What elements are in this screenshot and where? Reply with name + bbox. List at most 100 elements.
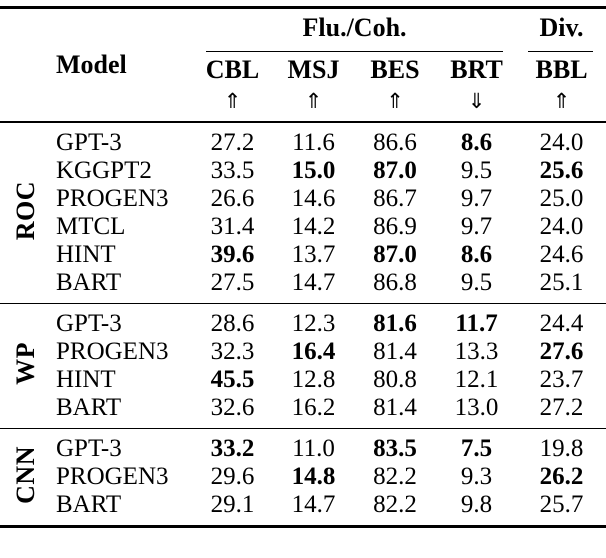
div-underline xyxy=(528,51,594,52)
table-row: PROGEN3 32.3 16.4 81.4 13.3 27.6 xyxy=(0,338,606,366)
arrow-cell-brt: ⇓ xyxy=(436,86,517,122)
header-row-groups: Model Flu./Coh. Div. xyxy=(0,8,606,79)
table-row: PROGEN3 26.6 14.6 86.7 9.7 25.0 xyxy=(0,185,606,213)
down-arrow-icon: ⇓ xyxy=(467,89,486,113)
metric-cell-msj: 13.7 xyxy=(291,241,336,268)
metric-cell-brt: 9.5 xyxy=(460,157,493,184)
metric-cell-msj: 15.0 xyxy=(291,157,336,184)
model-cell: BART xyxy=(56,394,122,421)
metric-cell-bes: 87.0 xyxy=(373,157,417,184)
metric-cell-bbl: 23.7 xyxy=(539,366,584,393)
metric-cell-bbl: 24.6 xyxy=(539,241,584,268)
model-cell: HINT xyxy=(56,366,116,393)
metric-cell-brt: 11.7 xyxy=(455,310,498,337)
metric-cell-bbl: 27.2 xyxy=(539,394,584,421)
metric-cell-brt: 7.5 xyxy=(460,435,493,462)
metric-cell-bes: 83.5 xyxy=(373,435,417,462)
table-row: BART 32.6 16.2 81.4 13.0 27.2 xyxy=(0,394,606,429)
metric-cell-bes: 81.4 xyxy=(373,338,417,365)
col-header-model: Model xyxy=(56,50,127,79)
metric-cell-bes: 82.2 xyxy=(373,463,417,490)
metric-cell-cbl: 27.2 xyxy=(210,129,255,156)
model-cell: MTCL xyxy=(56,213,126,240)
group-label-cell: WP xyxy=(0,304,52,429)
metric-cell-brt: 9.5 xyxy=(460,269,493,296)
metric-cell-cbl: 31.4 xyxy=(210,213,255,240)
metric-cell-bbl: 24.4 xyxy=(539,310,584,337)
metric-cell-cbl: 29.6 xyxy=(210,463,255,490)
table-row: HINT 39.6 13.7 87.0 8.6 24.6 xyxy=(0,241,606,269)
corner-cell xyxy=(0,8,52,123)
metric-cell-brt: 8.6 xyxy=(460,241,493,268)
table-row: KGGPT2 33.5 15.0 87.0 9.5 25.6 xyxy=(0,157,606,185)
table-row: CNN GPT-3 33.2 11.0 83.5 7.5 19.8 xyxy=(0,429,606,503)
metric-cell-bes: 86.7 xyxy=(373,185,417,212)
col-header-msj: MSJ xyxy=(287,55,340,84)
arrow-cell-msj: ⇑ xyxy=(273,86,354,122)
group-label: ROC xyxy=(11,180,40,241)
table-row: HINT 45.5 12.8 80.8 12.1 23.7 xyxy=(0,366,606,394)
metric-cell-bbl: 24.0 xyxy=(539,213,584,240)
metric-cell-bes: 80.8 xyxy=(373,366,417,393)
table-header: Model Flu./Coh. Div. CBL MSJ BES BRT BBL… xyxy=(0,8,606,122)
metric-cell-brt: 9.7 xyxy=(460,213,493,240)
metric-cell-msj: 14.7 xyxy=(291,491,336,518)
metric-cell-brt: 12.1 xyxy=(454,366,499,393)
metric-cell-brt: 9.8 xyxy=(460,491,493,518)
arrow-cell-cbl: ⇑ xyxy=(192,86,273,122)
metric-cell-cbl: 32.3 xyxy=(210,338,255,365)
metric-cell-bes: 87.0 xyxy=(373,241,417,268)
metric-cell-bes: 86.6 xyxy=(373,129,417,156)
metric-cell-bes: 82.2 xyxy=(373,491,417,518)
model-cell: PROGEN3 xyxy=(56,338,169,365)
metric-cell-bbl: 19.8 xyxy=(539,435,584,462)
metric-cell-msj: 11.0 xyxy=(292,435,335,462)
table-row: ROC GPT-3 27.2 11.6 86.6 8.6 24.0 xyxy=(0,122,606,240)
section-roc: ROC GPT-3 27.2 11.6 86.6 8.6 24.0 KGGPT2 … xyxy=(0,122,606,304)
paper-table-figure: Model Flu./Coh. Div. CBL MSJ BES BRT BBL… xyxy=(0,6,606,528)
up-arrow-icon: ⇑ xyxy=(304,89,323,113)
model-cell: KGGPT2 xyxy=(56,157,152,184)
model-cell: HINT xyxy=(56,241,116,268)
metric-cell-msj: 14.6 xyxy=(291,185,336,212)
metric-cell-bbl: 25.0 xyxy=(539,185,584,212)
group-label-cell: CNN xyxy=(0,429,52,527)
arrow-cell-bbl: ⇑ xyxy=(517,86,606,122)
model-cell: BART xyxy=(56,269,122,296)
metric-cell-bes: 86.9 xyxy=(373,213,417,240)
table-row: BART 29.1 14.7 82.2 9.8 25.7 xyxy=(0,491,606,527)
flu-coh-underline xyxy=(206,51,504,52)
metric-cell-brt: 13.0 xyxy=(454,394,499,421)
div-label: Div. xyxy=(539,13,584,42)
section-wp: WP GPT-3 28.6 12.3 81.6 11.7 24.4 PROGEN3… xyxy=(0,303,606,429)
col-group-flu-coh: Flu./Coh. xyxy=(192,8,517,52)
table-row: WP GPT-3 28.6 12.3 81.6 11.7 24.4 xyxy=(0,304,606,385)
model-cell: GPT-3 xyxy=(56,310,122,337)
table-row: MTCL 31.4 14.2 86.9 9.7 24.0 xyxy=(0,213,606,241)
up-arrow-icon: ⇑ xyxy=(223,89,242,113)
model-cell: PROGEN3 xyxy=(56,185,169,212)
metric-cell-brt: 9.3 xyxy=(460,463,493,490)
flu-coh-label: Flu./Coh. xyxy=(302,13,407,42)
metric-cell-cbl: 27.5 xyxy=(210,269,255,296)
metric-cell-brt: 13.3 xyxy=(454,338,499,365)
section-cnn: CNN GPT-3 33.2 11.0 83.5 7.5 19.8 PROGEN3… xyxy=(0,428,606,527)
metric-cell-brt: 9.7 xyxy=(460,185,493,212)
metric-cell-bbl: 26.2 xyxy=(539,463,584,490)
metric-cell-cbl: 29.1 xyxy=(210,491,255,518)
model-cell: BART xyxy=(56,491,122,518)
metric-cell-msj: 11.6 xyxy=(292,129,335,156)
arrow-cell-bes: ⇑ xyxy=(354,86,436,122)
up-arrow-icon: ⇑ xyxy=(552,89,571,113)
metric-cell-cbl: 45.5 xyxy=(210,366,255,393)
metric-cell-cbl: 32.6 xyxy=(210,394,255,421)
metric-cell-cbl: 28.6 xyxy=(210,310,255,337)
up-arrow-icon: ⇑ xyxy=(386,89,404,113)
metric-cell-cbl: 26.6 xyxy=(210,185,255,212)
metric-cell-msj: 14.7 xyxy=(291,269,336,296)
metric-cell-bbl: 25.6 xyxy=(539,157,584,184)
model-cell: PROGEN3 xyxy=(56,463,169,490)
metric-cell-cbl: 33.2 xyxy=(210,435,255,462)
metric-cell-msj: 16.4 xyxy=(291,338,336,365)
model-cell: GPT-3 xyxy=(56,129,122,156)
